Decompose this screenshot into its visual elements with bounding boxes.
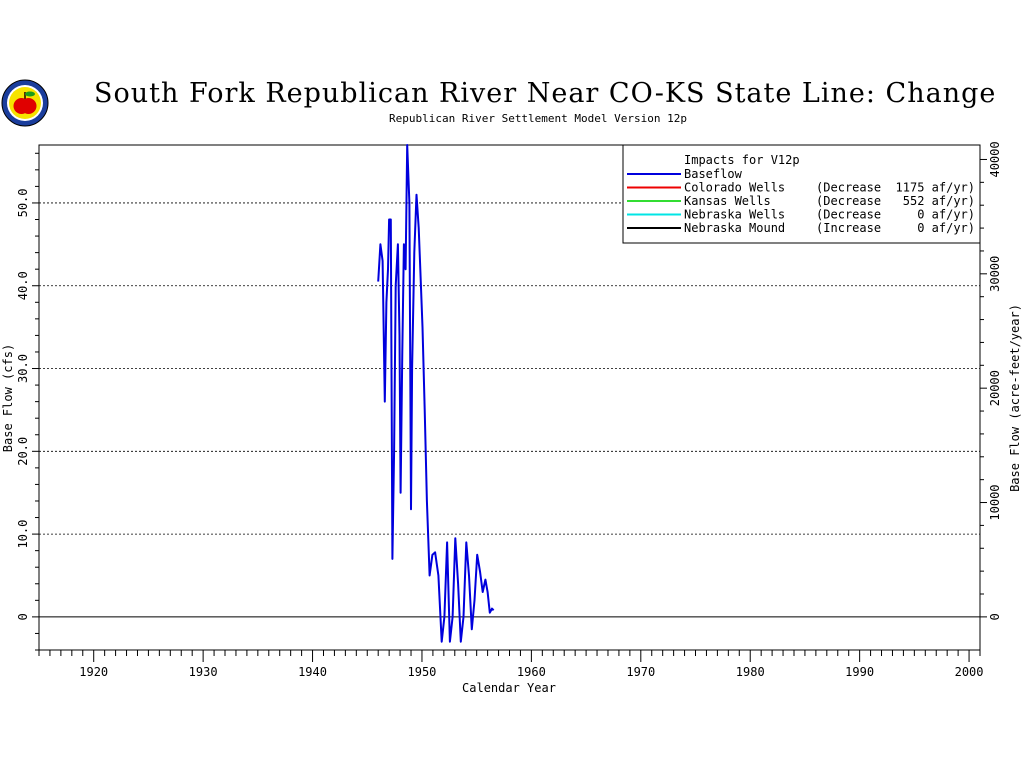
legend-detail: (Increase 0 af/yr) xyxy=(816,221,975,235)
y-axis-label: Base Flow (cfs) xyxy=(1,344,15,452)
y2-tick-label: 40000 xyxy=(988,141,1002,177)
legend-detail: (Decrease 1175 af/yr) xyxy=(816,181,975,195)
legend-box xyxy=(622,144,981,244)
x-tick-label: 1980 xyxy=(736,665,765,679)
y2-tick-label: 0 xyxy=(988,613,1002,620)
x-tick-label: 1930 xyxy=(189,665,218,679)
y-tick-label: 20.0 xyxy=(16,437,30,466)
y2-tick-label: 30000 xyxy=(988,256,1002,292)
y-tick-label: 0 xyxy=(16,613,30,620)
x-tick-label: 1920 xyxy=(79,665,108,679)
y-tick-label: 10.0 xyxy=(16,520,30,549)
x-tick-label: 1990 xyxy=(845,665,874,679)
legend-title: Impacts for V12p xyxy=(684,153,800,167)
legend-label: Baseflow xyxy=(684,167,743,181)
x-tick-label: 1940 xyxy=(298,665,327,679)
legend-label: Nebraska Wells xyxy=(684,208,785,222)
apple-logo-icon xyxy=(1,79,49,127)
y-tick-label: 30.0 xyxy=(16,354,30,383)
x-axis-label: Calendar Year xyxy=(462,681,556,695)
y2-axis-label: Base Flow (acre-feet/year) xyxy=(1008,304,1022,492)
chart-subtitle: Republican River Settlement Model Versio… xyxy=(388,112,687,125)
x-tick-label: 1960 xyxy=(517,665,546,679)
y-tick-label: 50.0 xyxy=(16,188,30,217)
legend-label: Colorado Wells xyxy=(684,181,785,195)
x-tick-label: 2000 xyxy=(955,665,984,679)
y2-tick-label: 20000 xyxy=(988,370,1002,406)
legend-detail: (Decrease 0 af/yr) xyxy=(816,208,975,222)
legend-detail: (Decrease 552 af/yr) xyxy=(816,194,975,208)
series-line-baseflow xyxy=(377,144,495,643)
legend-label: Nebraska Mound xyxy=(684,221,785,235)
y2-tick-label: 10000 xyxy=(988,484,1002,520)
x-tick-label: 1950 xyxy=(408,665,437,679)
y-tick-label: 40.0 xyxy=(16,271,30,300)
x-tick-label: 1970 xyxy=(626,665,655,679)
legend-label: Kansas Wells xyxy=(684,194,771,208)
chart-title: South Fork Republican River Near CO-KS S… xyxy=(94,78,997,109)
